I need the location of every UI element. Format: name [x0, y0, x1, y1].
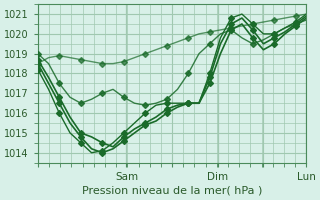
X-axis label: Pression niveau de la mer( hPa ): Pression niveau de la mer( hPa ): [82, 186, 262, 196]
